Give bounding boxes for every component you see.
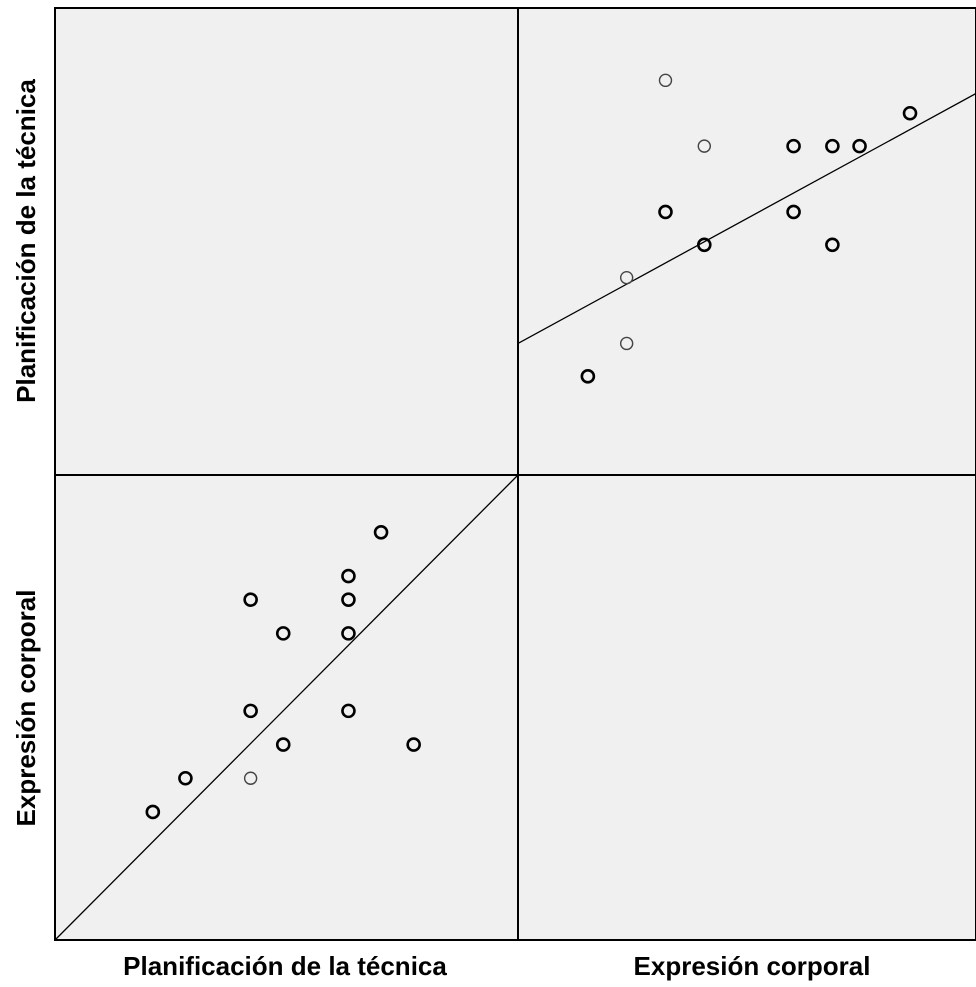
tr-point-13 xyxy=(902,105,918,121)
bl-point-6 xyxy=(275,737,291,752)
tr-point-6 xyxy=(697,237,712,253)
tr-point-8 xyxy=(786,204,801,220)
cell-top-right xyxy=(518,8,976,475)
bl-point-7 xyxy=(275,626,291,641)
column-label-right: Expresión corporal xyxy=(634,951,871,981)
bl-point-1 xyxy=(145,804,161,820)
tr-point-5 xyxy=(658,73,673,88)
tr-point-3 xyxy=(619,270,634,285)
row-label-bottom: Expresión corporal xyxy=(11,590,41,827)
tr-fit-line xyxy=(517,92,976,345)
tr-point-7 xyxy=(697,139,712,153)
tr-point-1 xyxy=(580,369,596,384)
tr-point-2 xyxy=(619,336,634,351)
bl-point-5 xyxy=(243,592,258,607)
column-label-left: Planificación de la técnica xyxy=(123,951,447,981)
bl-point-12 xyxy=(373,524,389,540)
tr-point-9 xyxy=(786,138,801,154)
bl-point-10 xyxy=(341,592,356,607)
bl-point-3 xyxy=(243,771,258,785)
cell-top-left xyxy=(55,8,518,475)
bl-point-2 xyxy=(178,770,193,786)
bl-point-9 xyxy=(341,626,356,641)
cell-bottom-right xyxy=(518,475,976,940)
bl-point-13 xyxy=(406,737,421,752)
panel-bottom-left xyxy=(54,474,519,941)
bl-fit-line xyxy=(54,474,519,941)
panel-top-right xyxy=(517,73,976,384)
tr-point-10 xyxy=(825,237,840,253)
bl-point-11 xyxy=(341,568,356,584)
row-label-top: Planificación de la técnica xyxy=(11,79,41,403)
tr-point-11 xyxy=(825,138,840,154)
tr-point-12 xyxy=(852,138,867,154)
bl-point-4 xyxy=(243,703,258,719)
tr-point-4 xyxy=(658,204,673,220)
bl-point-8 xyxy=(341,703,356,719)
